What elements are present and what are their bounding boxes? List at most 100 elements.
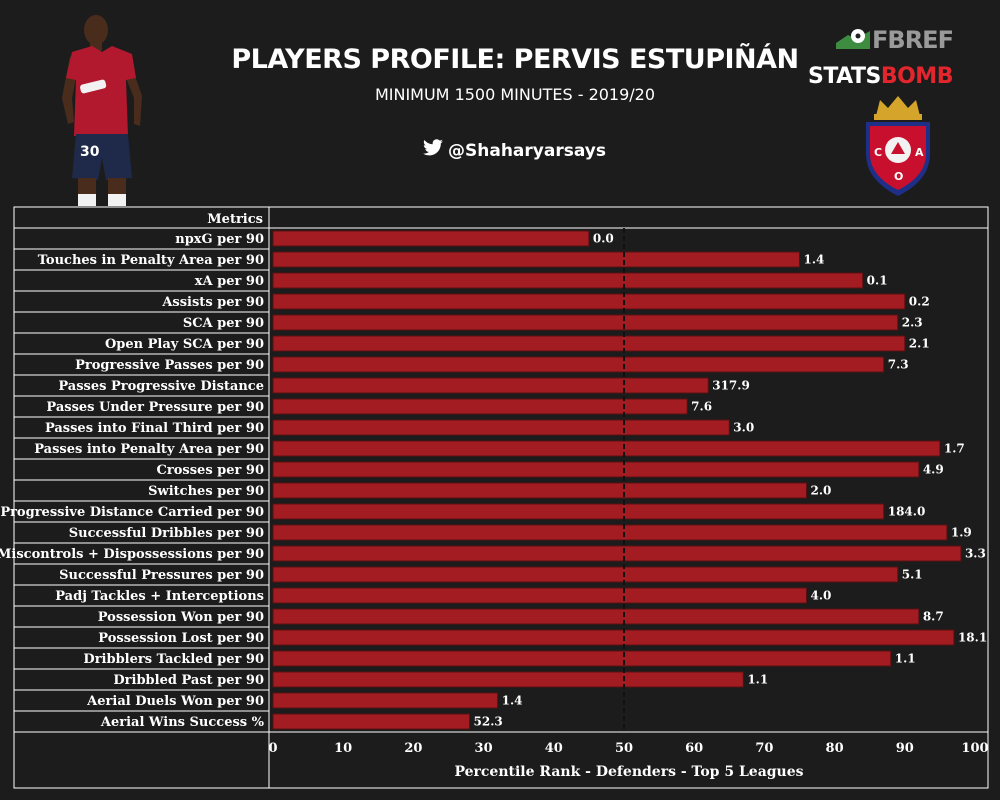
statsbomb-logo-stats: STATS [808,64,881,89]
percentile-bar [272,482,808,499]
statsbomb-logo: STATSBOMB [808,64,953,89]
soccer-ball-icon [836,27,870,53]
bar-value-label: 18.1 [958,631,987,645]
x-tick-label: 0 [268,741,277,756]
metric-label: npxG per 90 [175,232,264,247]
percentile-bar [272,713,471,730]
percentile-bar [272,356,885,373]
percentile-bar [272,230,590,247]
bar-value-label: 2.0 [811,484,832,498]
metric-label: Passes Under Pressure per 90 [46,400,264,415]
bar-value-label: 52.3 [474,715,503,729]
percentile-bar [272,335,906,352]
metric-label: Assists per 90 [161,295,264,310]
percentile-bar [272,629,955,646]
chart-labels: Metrics npxG per 90 0.0 Touches in Penalty … [0,212,989,780]
bar-value-label: 1.4 [804,253,825,267]
metric-label: xA per 90 [195,274,264,289]
x-tick-label: 50 [615,741,633,756]
bar-value-label: 1.1 [747,673,768,687]
x-tick-label: 10 [334,741,352,756]
bar-value-label: 7.3 [888,358,909,372]
percentile-bar [272,251,800,268]
metric-label: Possession Won per 90 [98,610,264,625]
bar-value-label: 1.7 [944,442,965,456]
twitter-handle-row: @Shaharyarsays [422,139,606,162]
percentile-bar [272,545,962,562]
chart-frame [13,206,989,789]
bar-value-label: 4.0 [811,589,832,603]
bar-value-label: 0.0 [593,232,614,246]
crest-letter-c: C [874,146,882,159]
percentile-bar [272,524,948,541]
bar-value-label: 1.9 [951,526,972,540]
percentile-bar [272,587,808,604]
bar-value-label: 317.9 [712,379,750,393]
svg-text:30: 30 [80,144,100,160]
metrics-column-header: Metrics [207,212,263,227]
percentile-bar [272,650,892,667]
fbref-logo-text: FBREF [872,26,954,54]
metric-label: Progressive Passes per 90 [75,358,264,373]
bar-value-label: 1.4 [502,694,523,708]
x-tick-label: 80 [826,741,844,756]
metric-label: Open Play SCA per 90 [105,337,264,352]
percentile-bar [272,377,709,394]
percentile-bar [272,440,941,457]
metric-label: Aerial Wins Success % [100,715,265,730]
percentile-bar [272,692,499,709]
metric-label: Touches in Penalty Area per 90 [38,253,264,268]
metric-label: Dribblers Tackled per 90 [83,652,264,667]
crest-letter-a: A [915,146,924,159]
x-tick-label: 90 [896,741,914,756]
percentile-bar [272,272,864,289]
bar-value-label: 5.1 [902,568,923,582]
x-tick-label: 60 [685,741,703,756]
percentile-bar [272,461,920,478]
metric-label: Switches per 90 [148,484,264,499]
percentile-bar [272,503,885,520]
bar-value-label: 1.1 [895,652,916,666]
twitter-bird-icon [422,139,444,162]
metric-label: SCA per 90 [183,316,264,331]
bar-value-label: 7.6 [691,400,712,414]
x-tick-label: 40 [545,741,563,756]
bar-value-label: 2.1 [909,337,930,351]
header: 30 PLAYERS PROFILE: PERVIS ESTUPIÑÁN MIN… [0,0,1000,206]
percentile-bar [272,314,899,331]
bar-value-label: 3.3 [965,547,986,561]
player-photo: 30 [52,8,152,210]
x-tick-label: 20 [404,741,422,756]
x-tick-label: 30 [475,741,493,756]
x-tick-label: 100 [961,741,988,756]
bar-value-label: 184.0 [888,505,926,519]
osasuna-crest-icon: C A O [858,94,938,202]
percentile-bar [272,419,730,436]
metric-label: Aerial Duels Won per 90 [86,694,264,709]
percentile-bar [272,398,688,415]
bar-value-label: 3.0 [733,421,754,435]
chart-bars [272,230,962,730]
metric-label: Successful Pressures per 90 [59,568,264,583]
bar-value-label: 0.1 [867,274,888,288]
x-axis-label: Percentile Rank - Defenders - Top 5 Leag… [454,764,803,780]
fbref-logo: FBREF [836,26,954,54]
bar-value-label: 8.7 [923,610,944,624]
chart-subtitle: MINIMUM 1500 MINUTES - 2019/20 [374,85,656,104]
chart-title: PLAYERS PROFILE: PERVIS ESTUPIÑÁN [231,44,799,75]
percentile-bar [272,566,899,583]
crest-letter-o: O [894,170,903,183]
metric-label: Dribbled Past per 90 [113,673,264,688]
metric-label: Crosses per 90 [157,463,264,478]
x-tick-label: 70 [755,741,773,756]
metric-label: Passes Progressive Distance [58,379,264,394]
metric-label: Padj Tackles + Interceptions [55,589,264,604]
percentile-bar [272,293,906,310]
metric-label: Progressive Distance Carried per 90 [0,505,264,520]
metric-label: Passes into Penalty Area per 90 [34,442,264,457]
metric-label: Possession Lost per 90 [98,631,264,646]
percentile-bar [272,671,744,688]
chart-outer-border [13,206,989,789]
bar-value-label: 0.2 [909,295,930,309]
